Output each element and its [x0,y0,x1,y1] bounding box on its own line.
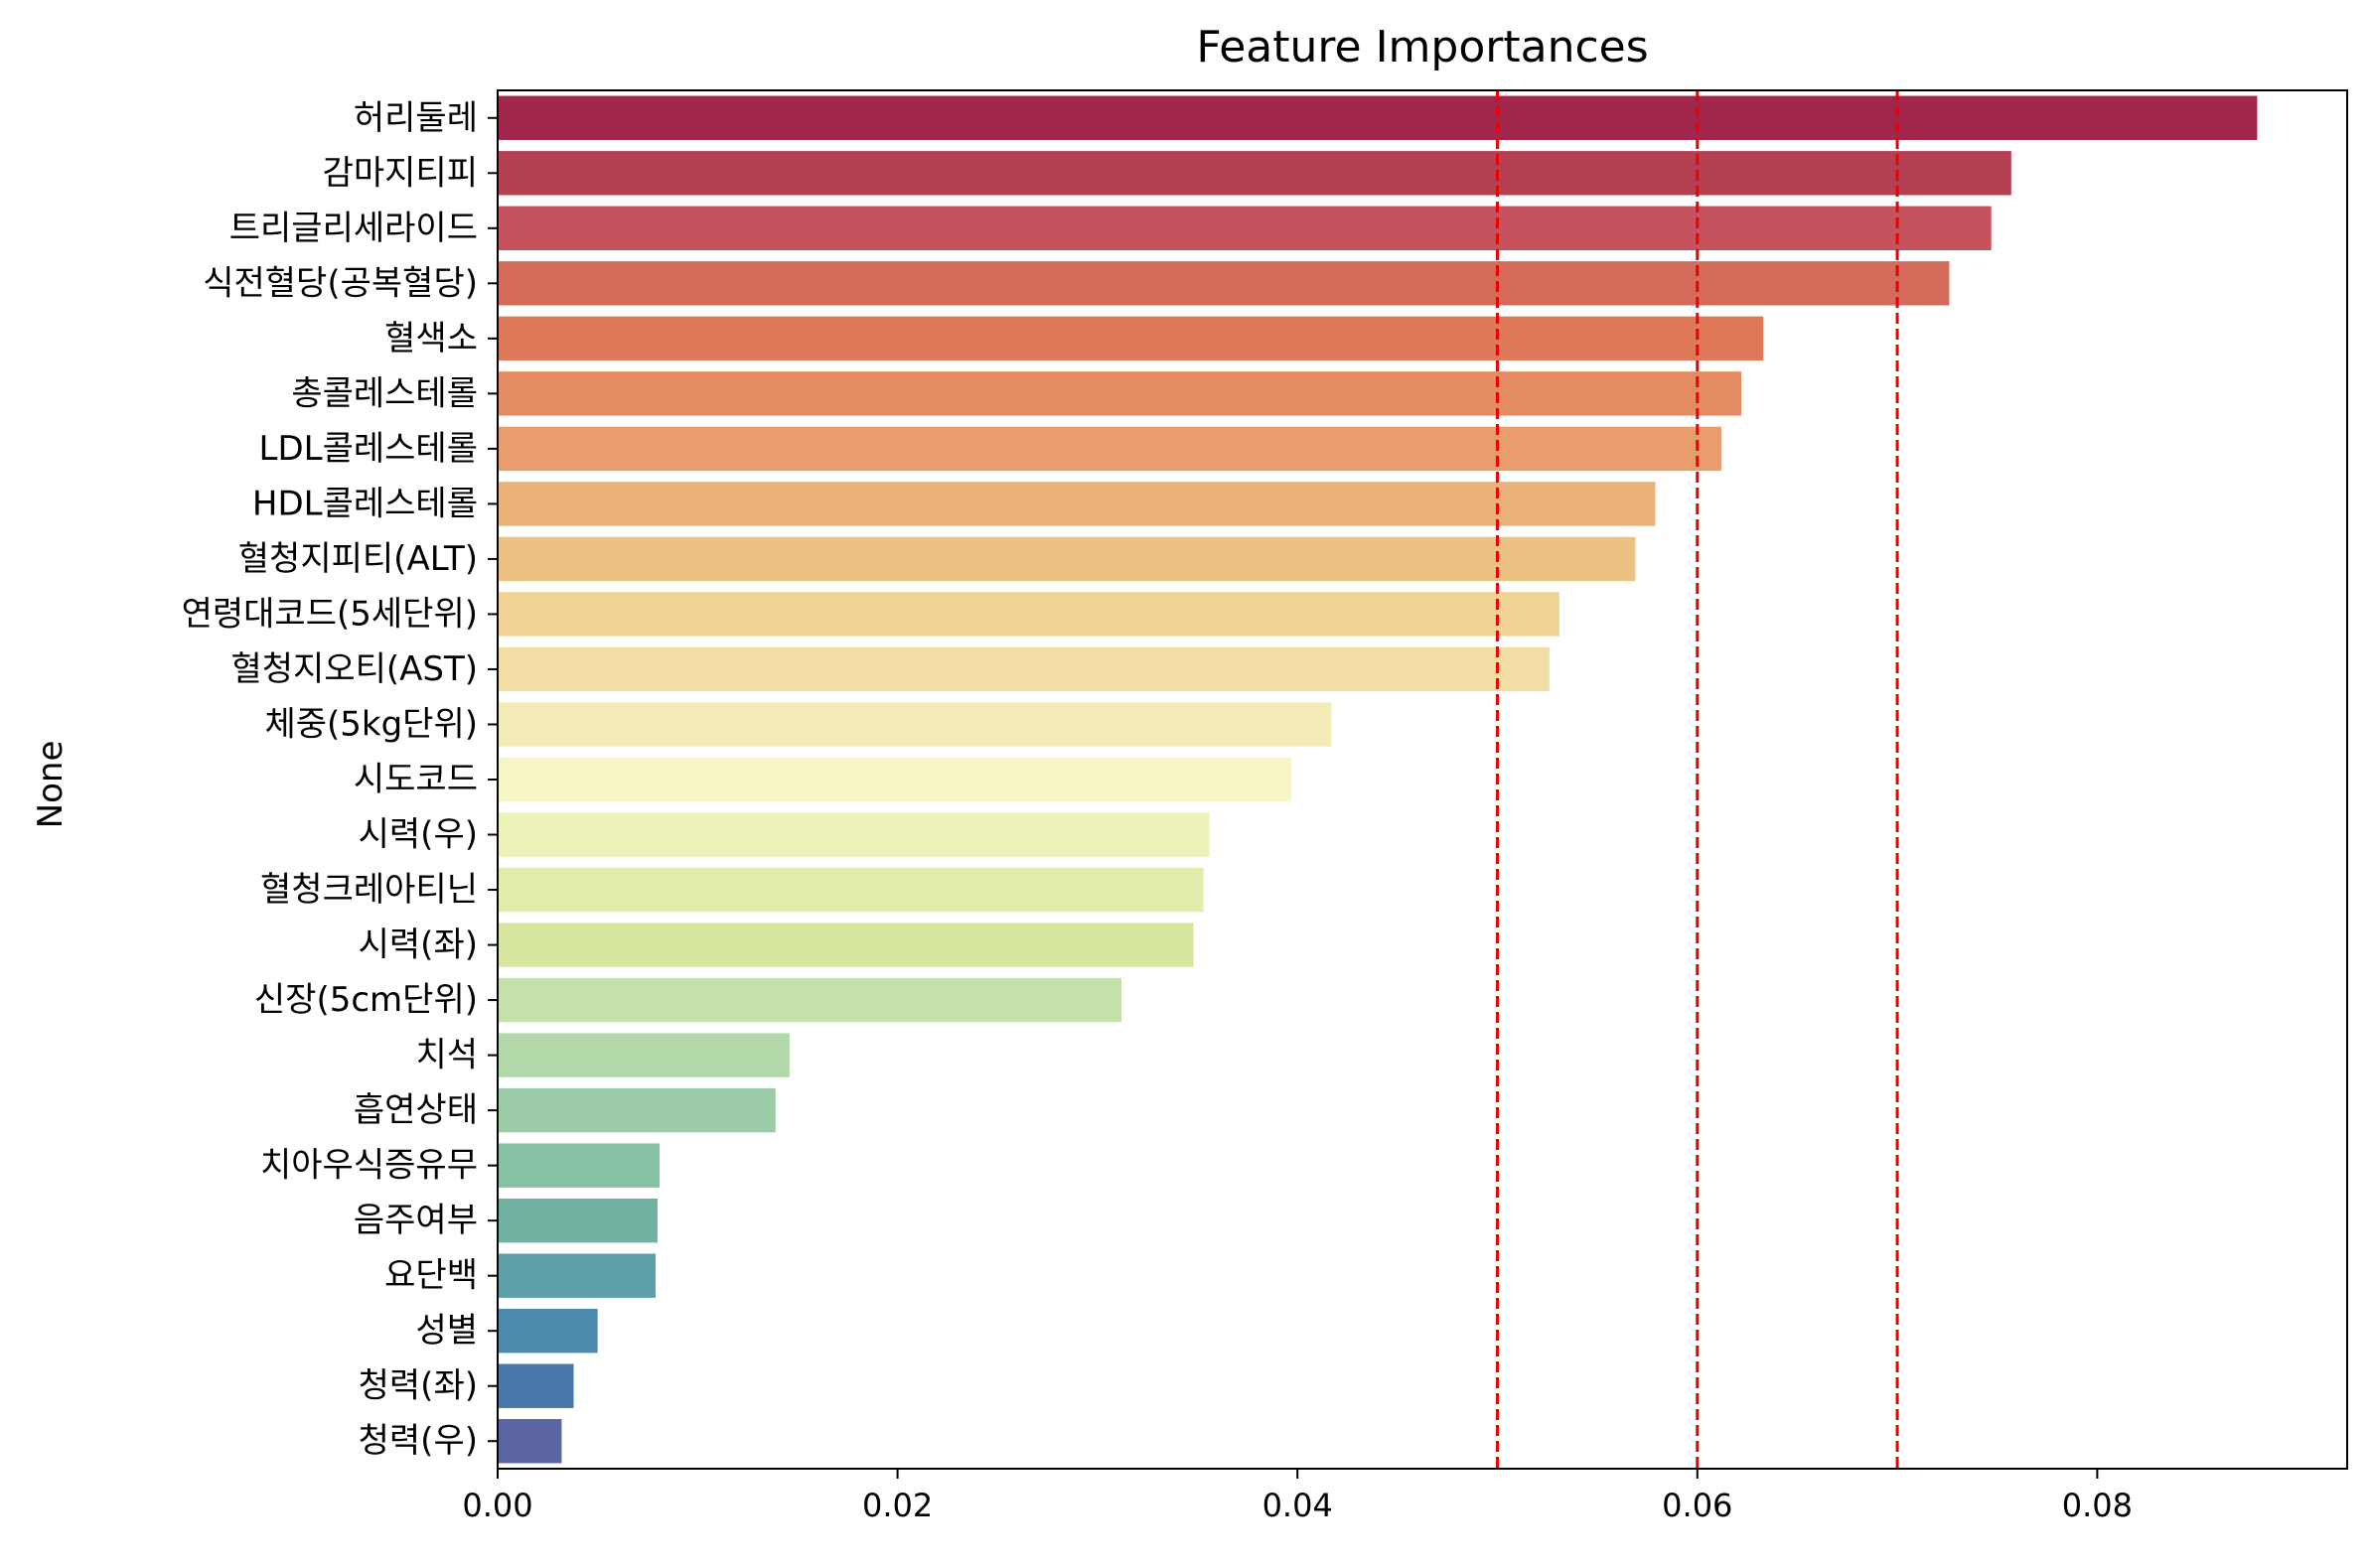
y-tick-label: 총콜레스테롤 [291,373,478,413]
y-tick-label: 흡연상태 [354,1090,478,1130]
y-axis-label: None [31,741,71,829]
bar [498,1087,776,1133]
x-tick-label: 0.06 [1662,1487,1732,1524]
y-tick-label: 식전혈당(공복혈당) [203,263,478,303]
bar [498,206,1992,251]
bar [498,702,1332,747]
bar [498,1143,661,1188]
plot-frame [497,89,2348,1470]
y-tick-label: 연령대코드(5세단위) [182,594,478,634]
y-tick-label: 음주여부 [354,1201,478,1240]
bar [498,1363,574,1408]
bar [498,867,1204,913]
bar [498,151,2011,196]
bar [498,316,1764,361]
y-tick-label: 혈청지피티(ALT) [238,539,478,579]
y-tick-label: 청력(좌) [359,1366,478,1406]
bar [498,95,2258,140]
bar [498,426,1721,472]
bar [498,812,1210,857]
chart-title: Feature Importances [1196,22,1648,72]
y-tick-label: 허리둘레 [354,98,478,138]
x-tick-label: 0.04 [1262,1487,1333,1524]
bar [498,1253,657,1298]
y-tick-label: 치석 [415,1036,478,1075]
bar [498,371,1742,416]
y-tick-label: 신장(5cm단위) [254,980,478,1020]
y-tick-label: HDL콜레스테롤 [252,484,478,523]
y-tick-label: 성별 [415,1311,478,1351]
bar [498,482,1656,526]
bar [498,977,1122,1023]
y-tick-label: 시력(우) [359,815,478,855]
y-tick-label: 감마지티피 [323,153,478,193]
x-tick-label: 0.08 [2062,1487,2133,1524]
bar [498,757,1292,802]
y-tick-label: LDL콜레스테롤 [259,429,478,469]
x-tick-label: 0.02 [862,1487,933,1524]
bar [498,592,1559,637]
bar [498,261,1950,306]
bar [498,1198,659,1243]
y-tick-label: 혈청지오티(AST) [230,649,478,689]
y-tick-label: 시도코드 [354,760,478,799]
y-tick-label: 청력(우) [359,1421,478,1461]
bar [498,1419,562,1464]
y-tick-label: 요단백 [384,1256,478,1296]
y-tick-label: 혈청크레아티닌 [260,870,478,910]
y-tick-label: 체중(5kg단위) [264,704,478,744]
y-tick-label: 트리글리세라이드 [229,209,478,248]
bar [498,1308,598,1354]
bar [498,923,1194,967]
y-tick-label: 혈색소 [384,319,478,358]
x-tick-label: 0.00 [462,1487,532,1524]
y-tick-label: 치아우식증유무 [260,1146,478,1186]
bar [498,1033,790,1077]
y-tick-label: 시력(좌) [359,926,478,965]
bar [498,536,1636,582]
bar [498,646,1550,692]
